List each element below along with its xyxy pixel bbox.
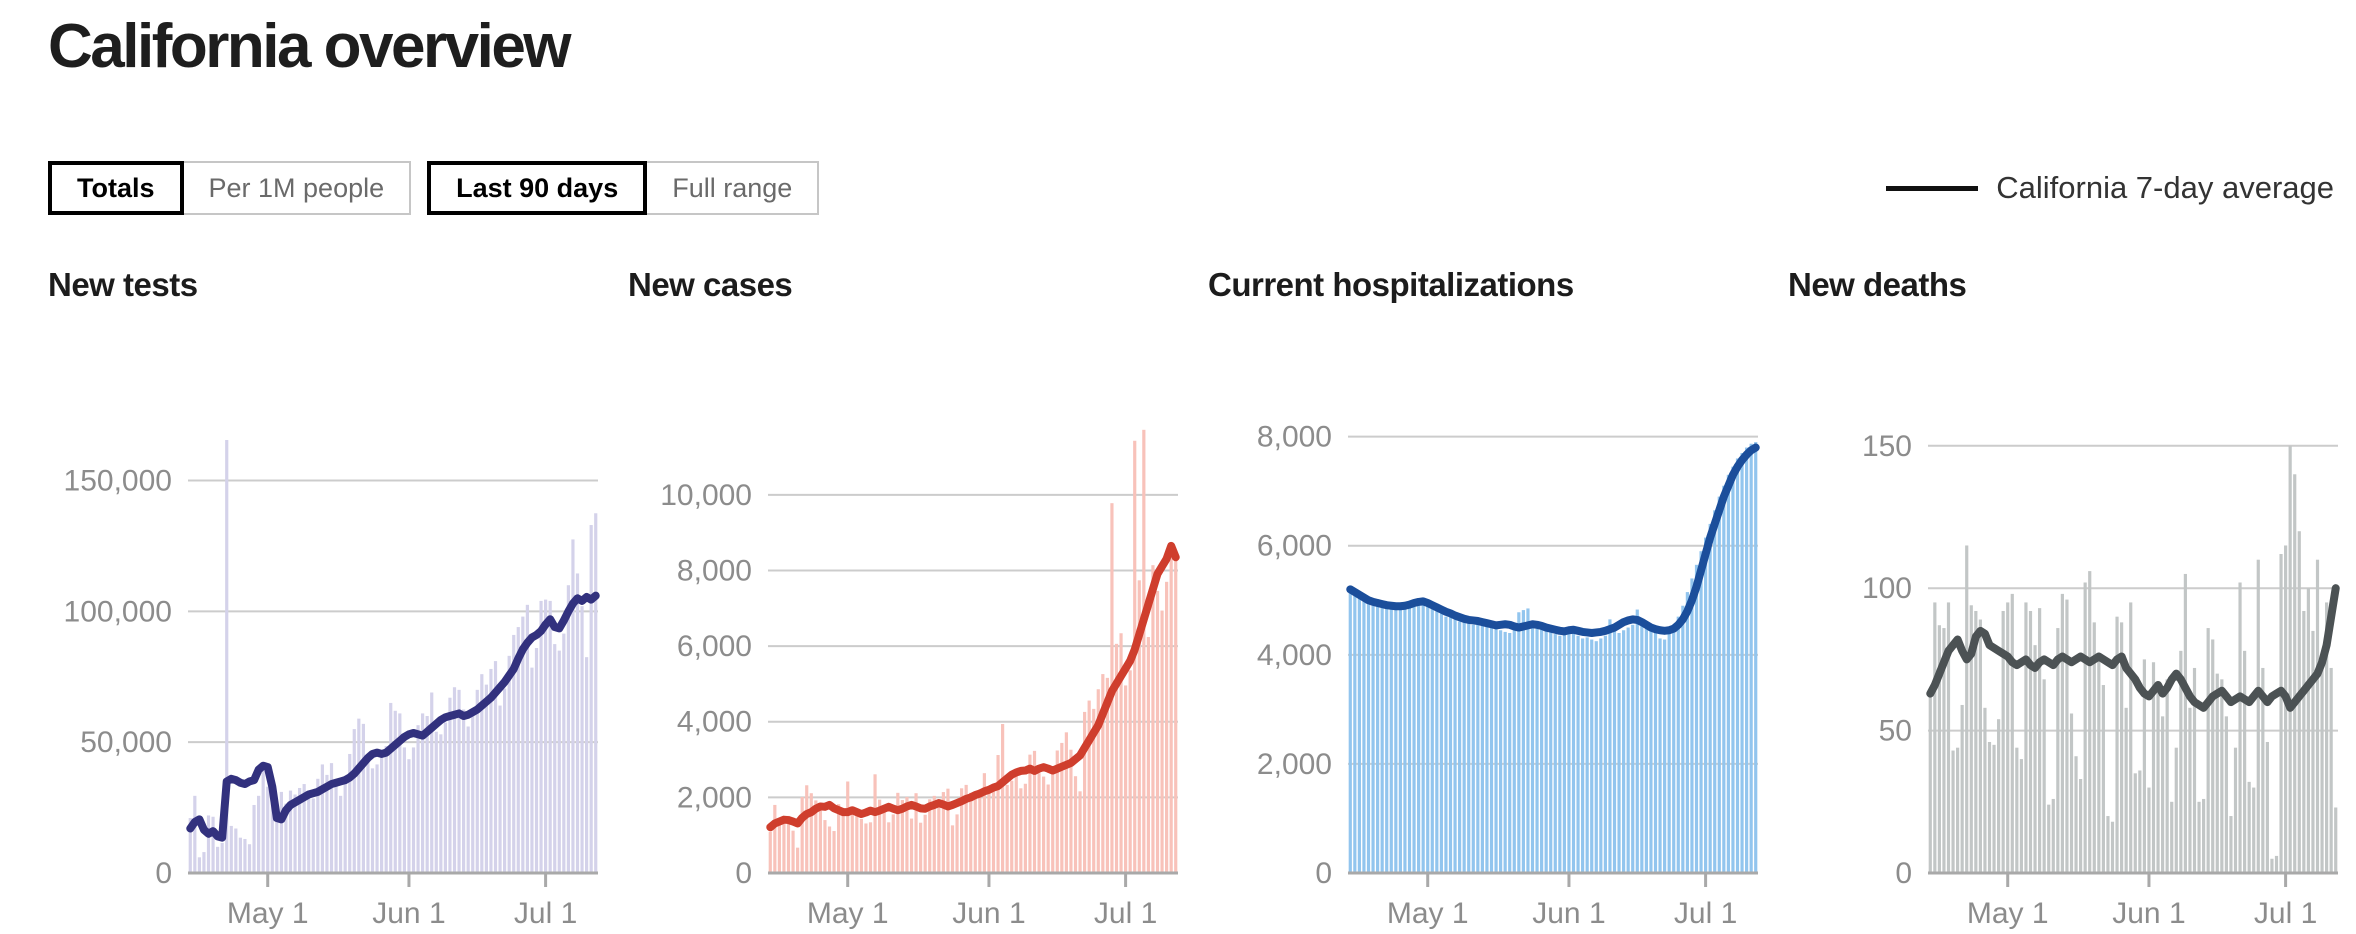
svg-text:Jun 1: Jun 1 bbox=[372, 897, 445, 930]
y-axis-labels: 0 2,000 4,000 6,000 8,000 10,000 bbox=[660, 479, 752, 890]
svg-text:May 1: May 1 bbox=[1387, 897, 1469, 930]
bars bbox=[1348, 441, 1758, 873]
svg-text:10,000: 10,000 bbox=[660, 479, 752, 512]
svg-text:Jun 1: Jun 1 bbox=[1532, 897, 1605, 930]
svg-text:100,000: 100,000 bbox=[64, 595, 172, 628]
legend-line-swatch bbox=[1886, 185, 1979, 191]
svg-text:Jul 1: Jul 1 bbox=[1674, 897, 1737, 930]
svg-text:8,000: 8,000 bbox=[1257, 420, 1332, 453]
svg-text:8,000: 8,000 bbox=[677, 554, 752, 587]
y-axis-labels: 0 2,000 4,000 6,000 8,000 bbox=[1257, 420, 1332, 889]
last-90-days-button[interactable]: Last 90 days bbox=[427, 161, 648, 216]
svg-text:100: 100 bbox=[1862, 572, 1912, 605]
chart-new-tests: New tests 0 50,000 100,000 150,000 May 1 Jun … bbox=[48, 265, 628, 933]
svg-text:6,000: 6,000 bbox=[1257, 529, 1332, 562]
gridlines bbox=[1348, 435, 1758, 765]
chart-current-hospitalizations: Current hospitalizations 0 2,000 4,000 6,00… bbox=[1208, 265, 1788, 933]
svg-text:4,000: 4,000 bbox=[677, 705, 752, 738]
page-title: California overview bbox=[48, 12, 572, 81]
y-axis-labels: 0 50 100 150 bbox=[1862, 429, 1912, 889]
chart-canvas-new-deaths: 0 50 100 150 May 1 Jun 1 Jul 1 bbox=[1862, 429, 2340, 930]
svg-text:Jun 1: Jun 1 bbox=[952, 897, 1025, 930]
bars bbox=[188, 439, 598, 873]
svg-text:May 1: May 1 bbox=[227, 897, 309, 930]
seven-day-average-line bbox=[186, 591, 600, 842]
svg-text:May 1: May 1 bbox=[1967, 897, 2049, 930]
chart-title-current-hospitalizations: Current hospitalizations bbox=[1208, 266, 1574, 304]
totals-button[interactable]: Totals bbox=[48, 161, 184, 216]
charts-grid: New tests 0 50,000 100,000 150,000 May 1 Jun … bbox=[48, 265, 2340, 933]
svg-text:150: 150 bbox=[1862, 429, 1912, 462]
svg-text:4,000: 4,000 bbox=[1257, 639, 1332, 672]
x-axis-labels: May 1 Jun 1 Jul 1 bbox=[1387, 872, 1737, 930]
range-toggle-group: Last 90 days Full range bbox=[427, 161, 820, 216]
chart-title-new-cases: New cases bbox=[628, 266, 793, 304]
svg-text:Jul 1: Jul 1 bbox=[2254, 897, 2317, 930]
svg-text:6,000: 6,000 bbox=[677, 630, 752, 663]
x-axis-labels: May 1 Jun 1 Jul 1 bbox=[1967, 872, 2317, 930]
svg-text:150,000: 150,000 bbox=[64, 464, 172, 497]
chart-canvas-new-tests: 0 50,000 100,000 150,000 May 1 Jun 1 Jul 1 bbox=[64, 439, 600, 930]
x-axis-labels: May 1 Jun 1 Jul 1 bbox=[227, 872, 577, 930]
svg-text:Jun 1: Jun 1 bbox=[2112, 897, 2185, 930]
legend: California 7-day average bbox=[1886, 170, 2334, 206]
per-1m-people-button[interactable]: Per 1M people bbox=[181, 161, 412, 216]
svg-text:50,000: 50,000 bbox=[80, 726, 172, 759]
chart-title-new-tests: New tests bbox=[48, 266, 198, 304]
bars bbox=[1928, 445, 2338, 873]
seven-day-average-line bbox=[1926, 583, 2340, 712]
x-axis-labels: May 1 Jun 1 Jul 1 bbox=[807, 872, 1157, 930]
svg-text:0: 0 bbox=[1895, 857, 1912, 890]
chart-canvas-new-cases: 0 2,000 4,000 6,000 8,000 10,000 May 1 Jun 1 Jul… bbox=[660, 429, 1180, 930]
svg-text:0: 0 bbox=[155, 857, 172, 890]
svg-text:May 1: May 1 bbox=[807, 897, 889, 930]
svg-text:2,000: 2,000 bbox=[677, 781, 752, 814]
svg-text:50: 50 bbox=[1879, 714, 1912, 747]
chart-new-deaths: New deaths 0 50 100 150 May 1 Jun 1 Jul 1 bbox=[1788, 265, 2356, 933]
svg-text:0: 0 bbox=[1315, 857, 1332, 890]
seven-day-average-line bbox=[1346, 443, 1760, 637]
svg-text:0: 0 bbox=[735, 857, 752, 890]
svg-text:Jul 1: Jul 1 bbox=[514, 897, 577, 930]
chart-canvas-current-hospitalizations: 0 2,000 4,000 6,000 8,000 May 1 Jun 1 Jul 1 bbox=[1257, 420, 1760, 930]
chart-new-cases: New cases 0 2,000 4,000 6,000 8,000 10,000 May… bbox=[628, 265, 1208, 933]
legend-label: California 7-day average bbox=[1996, 170, 2334, 206]
controls-row: Totals Per 1M people Last 90 days Full r… bbox=[48, 161, 2336, 216]
unit-toggle-group: Totals Per 1M people bbox=[48, 161, 412, 216]
svg-text:Jul 1: Jul 1 bbox=[1094, 897, 1157, 930]
y-axis-labels: 0 50,000 100,000 150,000 bbox=[64, 464, 172, 889]
gridlines bbox=[1928, 444, 2338, 732]
svg-text:2,000: 2,000 bbox=[1257, 748, 1332, 781]
full-range-button[interactable]: Full range bbox=[645, 161, 820, 216]
seven-day-average-line bbox=[766, 541, 1180, 831]
chart-title-new-deaths: New deaths bbox=[1788, 266, 1967, 304]
